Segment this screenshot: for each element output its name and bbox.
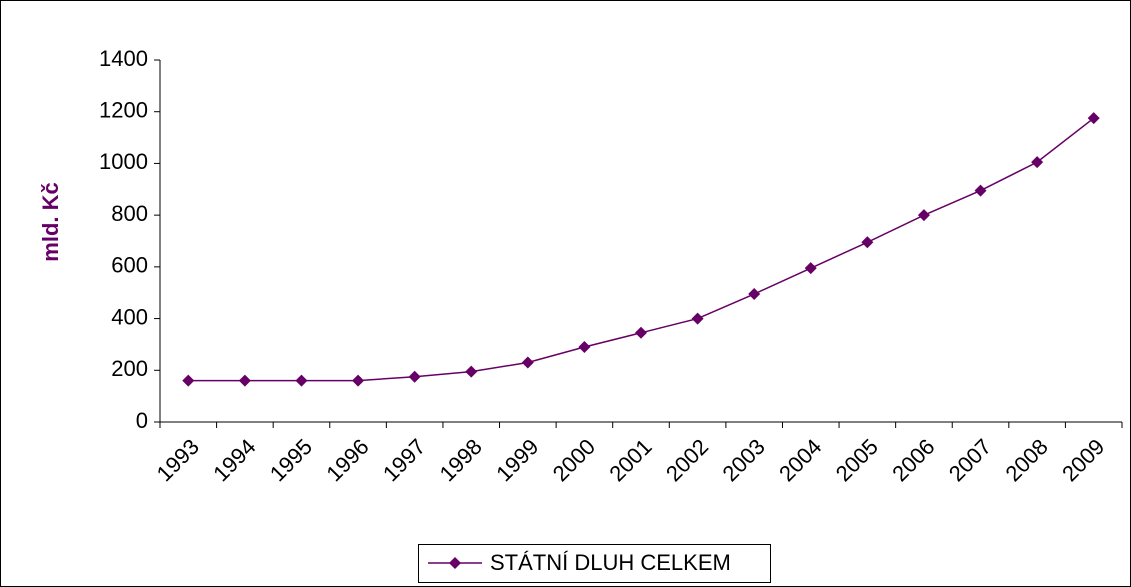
data-point [861, 236, 874, 249]
data-point [804, 262, 817, 275]
y-tick-label: 200 [111, 356, 148, 381]
y-tick-label: 400 [111, 304, 148, 329]
data-point [578, 341, 591, 354]
data-point [635, 326, 647, 339]
data-point [691, 312, 704, 325]
data-point [1087, 112, 1100, 125]
data-point [748, 288, 761, 301]
y-tick-label: 600 [111, 253, 148, 278]
data-point [295, 374, 308, 387]
data-point [238, 374, 251, 387]
y-tick-label: 1000 [99, 149, 148, 174]
y-tick-label: 1400 [99, 46, 148, 71]
data-point [408, 370, 421, 383]
data-point [182, 374, 195, 387]
legend-label: STÁTNÍ DLUH CELKEM [490, 550, 731, 575]
legend-marker [449, 557, 461, 569]
data-point [465, 365, 478, 378]
y-tick-label: 1200 [99, 98, 148, 123]
data-point [521, 356, 534, 369]
data-point [352, 374, 365, 387]
data-point [1031, 156, 1044, 169]
y-tick-label: 800 [111, 201, 148, 226]
data-point [917, 209, 930, 222]
data-point [974, 184, 987, 197]
y-tick-label: 0 [136, 408, 148, 433]
y-axis-title: mld. Kč [38, 182, 63, 261]
